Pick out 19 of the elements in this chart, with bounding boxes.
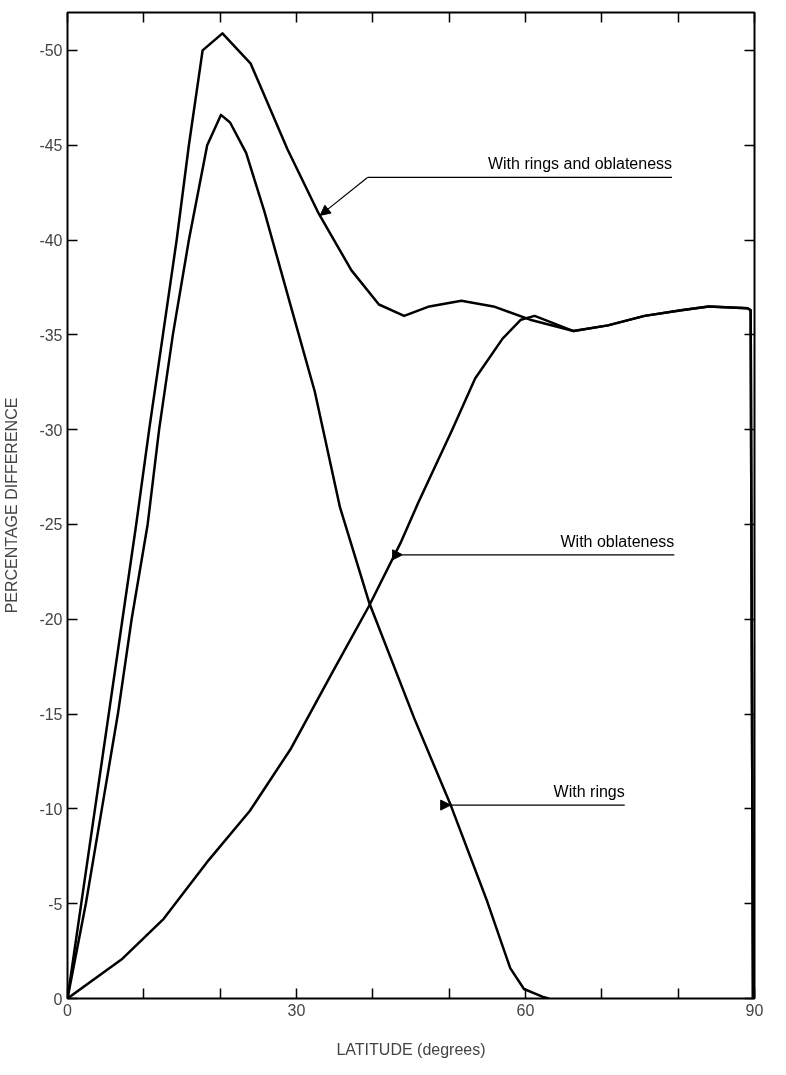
y-tick-label: -40 bbox=[39, 232, 63, 250]
y-axis-title: PERCENTAGE DIFFERENCE bbox=[3, 397, 21, 614]
y-tick-label: -25 bbox=[39, 516, 63, 534]
annotation: With rings and oblateness bbox=[487, 155, 673, 173]
y-tick-label: -5 bbox=[48, 895, 63, 913]
y-tick-label: 0 bbox=[53, 990, 63, 1008]
y-tick-label: -15 bbox=[39, 706, 63, 724]
y-tick-label: -35 bbox=[39, 326, 63, 344]
x-tick-label: 90 bbox=[745, 1001, 764, 1019]
annotation: With oblateness bbox=[560, 532, 675, 550]
y-tick-label: -45 bbox=[39, 137, 63, 155]
y-tick-label: -10 bbox=[39, 800, 63, 818]
y-tick-label: -30 bbox=[39, 421, 63, 439]
y-tick-label: -20 bbox=[39, 611, 63, 629]
x-tick-label: 60 bbox=[516, 1001, 535, 1019]
x-tick-label: 30 bbox=[287, 1001, 306, 1019]
y-tick-label: -50 bbox=[39, 42, 63, 60]
x-axis-title: LATITUDE (degrees) bbox=[336, 1040, 486, 1058]
annotation: With rings bbox=[553, 783, 625, 801]
